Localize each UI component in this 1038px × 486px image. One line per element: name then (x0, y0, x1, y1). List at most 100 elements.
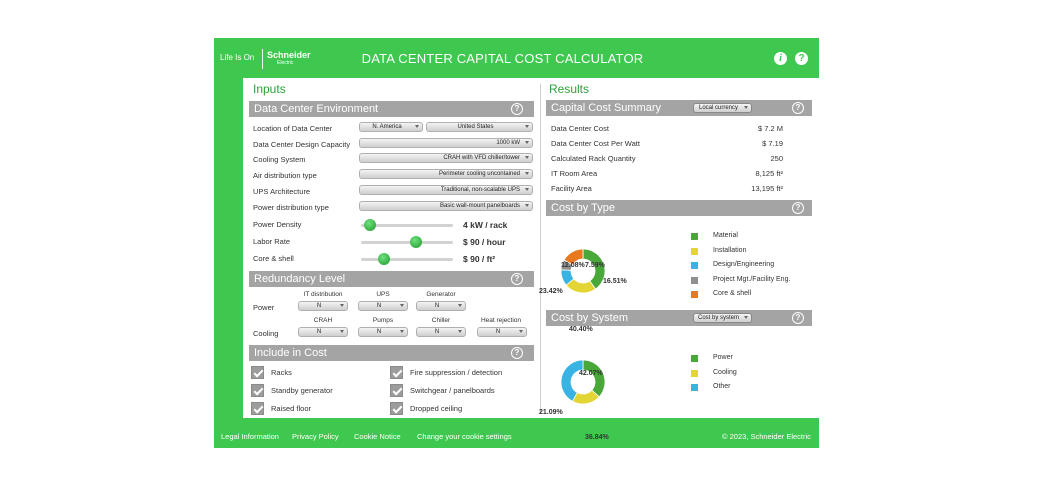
chevron-down-icon (400, 304, 404, 307)
by-type-title: Cost by Type (551, 202, 615, 214)
cost-by-system-donut (560, 359, 606, 405)
power-distribution-value: Basic wall-mount panelboards (439, 203, 520, 209)
percent-label: 12.08% (561, 262, 585, 269)
cooling-select[interactable]: CRAH with VFD chiller/tower (359, 153, 533, 163)
system-select-value: Cost by system (697, 315, 739, 321)
redundancy-help-icon[interactable]: ? (511, 273, 523, 285)
labor-rate-handle[interactable] (410, 236, 423, 248)
ups-redundancy-value: N (376, 303, 382, 309)
legend-swatch (691, 369, 698, 377)
percent-label: 21.09% (539, 409, 563, 416)
ups-redundancy-select[interactable]: N (358, 301, 408, 311)
it-distribution-value: N (316, 303, 322, 309)
capacity-select[interactable]: 1000 kW (359, 138, 533, 148)
region-select[interactable]: N. America (359, 122, 423, 132)
percent-label: 23.42% (539, 288, 563, 295)
power-row-label: Power (253, 303, 275, 312)
it-distribution-select[interactable]: N (298, 301, 348, 311)
app-header: Life Is On Schneider Electric DATA CENTER… (214, 38, 819, 80)
legend-label: Installation (713, 246, 747, 254)
legend-label: Material (713, 232, 738, 239)
core-shell-slider[interactable] (361, 258, 453, 261)
schneider-logo[interactable]: Schneider Electric (267, 51, 311, 67)
legend-label: Project Mgt./Facility Eng. (713, 275, 791, 283)
summary-label: IT Room Area (551, 169, 598, 178)
chiller-label: Chiller (431, 317, 451, 324)
info-icon[interactable]: i (774, 52, 787, 65)
legend-label: Cooling (713, 368, 737, 376)
summary-label: Data Center Cost (551, 124, 609, 133)
standby-generator-checkbox[interactable] (251, 384, 264, 397)
summary-help-icon[interactable]: ? (792, 102, 804, 114)
labor-rate-slider[interactable] (361, 241, 453, 244)
include-title: Include in Cost (254, 347, 327, 359)
crah-value: N (316, 329, 322, 335)
ups-select[interactable]: Traditional, non-scalable UPS (359, 185, 533, 195)
legend-label: Other (713, 383, 731, 390)
region-value: N. America (372, 124, 402, 130)
redundancy-header: Redundancy Level ? (249, 271, 534, 287)
switchgear-label: Switchgear / panelboards (410, 386, 495, 395)
by-system-header: Cost by System Cost by system ? (546, 310, 812, 326)
results-title: Results (549, 82, 590, 96)
cost-by-type-donut (560, 248, 606, 294)
generator-value: N (434, 303, 440, 309)
chevron-down-icon (340, 330, 344, 333)
power-distribution-select[interactable]: Basic wall-mount panelboards (359, 201, 533, 211)
switchgear-checkbox[interactable] (390, 384, 403, 397)
cookie-settings-link[interactable]: Change your cookie settings (417, 432, 512, 441)
core-shell-handle[interactable] (378, 253, 390, 265)
power-distribution-label: Power distribution type (253, 203, 329, 212)
air-distribution-label: Air distribution type (253, 171, 317, 180)
legend-label: Power (713, 354, 733, 361)
logo-divider (262, 49, 263, 69)
summary-value: 250 (770, 154, 783, 163)
chevron-down-icon (525, 141, 529, 144)
legend-swatch (691, 276, 698, 284)
main-panel: Inputs Data Center Environment ? Locatio… (243, 78, 819, 441)
dropped-ceiling-checkbox[interactable] (390, 402, 403, 415)
core-shell-label: Core & shell (253, 254, 294, 263)
cooling-row-label: Cooling (253, 329, 279, 338)
legal-link[interactable]: Legal Information (221, 432, 279, 441)
generator-select[interactable]: N (416, 301, 466, 311)
by-type-help-icon[interactable]: ? (792, 202, 804, 214)
heat-rejection-select[interactable]: N (477, 327, 527, 337)
privacy-link[interactable]: Privacy Policy (292, 432, 339, 441)
fire-suppression-checkbox[interactable] (390, 366, 403, 379)
capacity-label: Data Center Design Capacity (253, 140, 351, 149)
summary-value: 13,195 ft² (751, 184, 783, 193)
capacity-value: 1000 kW (496, 140, 520, 146)
air-distribution-select[interactable]: Perimeter cooling uncontained (359, 169, 533, 179)
power-density-slider[interactable] (361, 224, 453, 227)
ups-label: UPS Architecture (253, 187, 311, 196)
legend-swatch (691, 233, 698, 240)
by-type-header: Cost by Type ? (546, 200, 812, 216)
help-icon[interactable]: ? (795, 52, 808, 65)
percent-label: 40.40% (569, 326, 593, 333)
chiller-select[interactable]: N (416, 327, 466, 337)
environment-help-icon[interactable]: ? (511, 103, 523, 115)
country-select[interactable]: United States (426, 122, 533, 132)
raised-floor-checkbox[interactable] (251, 402, 264, 415)
calculator-app: Life Is On Schneider Electric DATA CENTER… (214, 38, 819, 448)
racks-checkbox[interactable] (251, 366, 264, 379)
generator-label: Generator (426, 291, 456, 298)
summary-value: 8,125 ft² (755, 169, 783, 178)
include-help-icon[interactable]: ? (511, 347, 523, 359)
by-system-help-icon[interactable]: ? (792, 312, 804, 324)
include-header: Include in Cost ? (249, 345, 534, 361)
power-density-handle[interactable] (364, 219, 377, 231)
percent-label: 42.07% (579, 370, 603, 377)
power-density-label: Power Density (253, 220, 302, 229)
column-divider (540, 84, 541, 414)
system-select[interactable]: Cost by system (693, 313, 752, 323)
pumps-select[interactable]: N (358, 327, 408, 337)
chevron-down-icon (415, 125, 419, 128)
crah-select[interactable]: N (298, 327, 348, 337)
summary-title: Capital Cost Summary (551, 102, 662, 114)
currency-select[interactable]: Local currency (693, 103, 752, 113)
heat-rejection-value: N (495, 329, 501, 335)
raised-floor-label: Raised floor (271, 404, 312, 413)
cookie-notice-link[interactable]: Cookie Notice (354, 432, 401, 441)
